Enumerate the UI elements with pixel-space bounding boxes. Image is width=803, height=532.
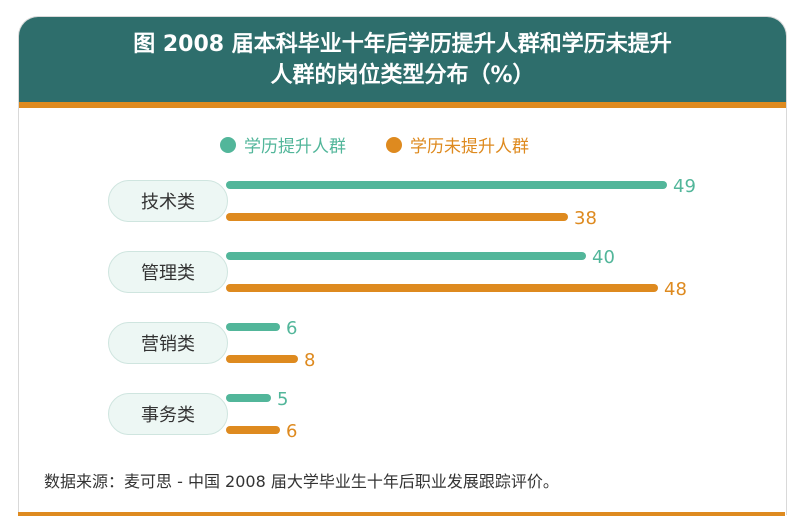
legend-dot-not-upgraded: [386, 136, 402, 153]
bar-tech-upgraded: [226, 181, 667, 189]
legend-dot-upgraded: [220, 136, 236, 153]
category-label-sales: 营销类: [108, 322, 228, 364]
legend-item-upgraded: 学历提升人群: [220, 132, 346, 157]
value-label-admin-upgraded: 5: [277, 389, 288, 410]
value-label-management-upgraded: 40: [592, 247, 615, 268]
category-label-tech: 技术类: [108, 180, 228, 222]
bar-admin-upgraded: [226, 394, 271, 402]
legend: 学历提升人群 学历未提升人群: [220, 132, 529, 157]
legend-label-upgraded: 学历提升人群: [244, 137, 346, 157]
bar-sales-not-upgraded: [226, 355, 298, 363]
bar-management-not-upgraded: [226, 284, 658, 292]
bar-sales-upgraded: [226, 323, 280, 331]
value-label-admin-not-upgraded: 6: [286, 421, 297, 442]
value-label-tech-upgraded: 49: [673, 176, 696, 197]
header-accent-rule: [19, 102, 786, 108]
legend-label-not-upgraded: 学历未提升人群: [410, 137, 529, 157]
bottom-accent-rule: [18, 512, 785, 516]
title-banner: 图 2008 届本科毕业十年后学历提升人群和学历未提升 人群的岗位类型分布（%）: [19, 17, 786, 102]
bar-management-upgraded: [226, 252, 586, 260]
legend-item-not-upgraded: 学历未提升人群: [386, 132, 529, 157]
bar-admin-not-upgraded: [226, 426, 280, 434]
source-note: 数据来源：麦可思 - 中国 2008 届大学毕业生十年后职业发展跟踪评价。: [44, 472, 559, 491]
category-label-admin: 事务类: [108, 393, 228, 435]
value-label-tech-not-upgraded: 38: [574, 208, 597, 229]
chart-title-line-2: 人群的岗位类型分布（%）: [270, 62, 535, 88]
value-label-sales-not-upgraded: 8: [304, 350, 315, 371]
value-label-sales-upgraded: 6: [286, 318, 297, 339]
bar-tech-not-upgraded: [226, 213, 568, 221]
value-label-management-not-upgraded: 48: [664, 279, 687, 300]
category-label-management: 管理类: [108, 251, 228, 293]
chart-title-line-1: 图 2008 届本科毕业十年后学历提升人群和学历未提升: [133, 31, 672, 57]
